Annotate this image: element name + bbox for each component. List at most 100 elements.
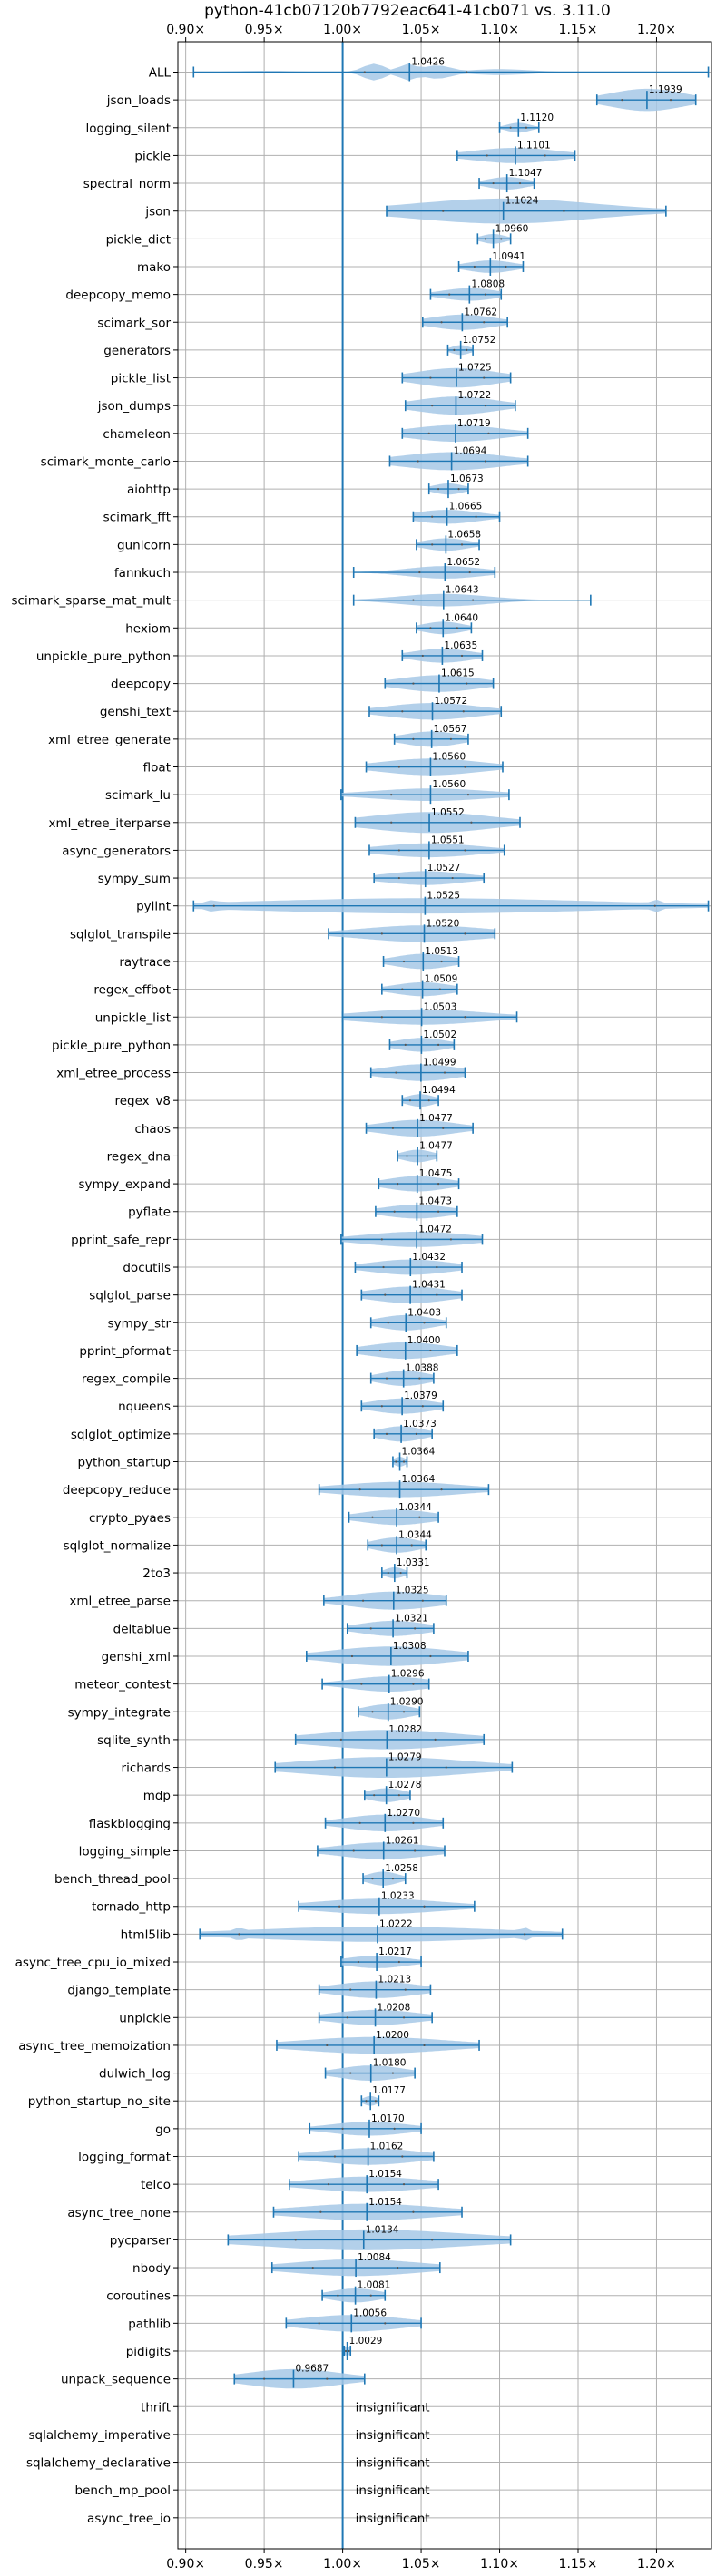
benchmark-label: 2to3 [142, 1566, 171, 1581]
axes [173, 37, 712, 2553]
benchmark-label: docutils [123, 1261, 171, 1275]
benchmark-label: pickle_dict [106, 232, 171, 247]
violin-q3-dot [457, 488, 460, 491]
value-label: 1.0154 [368, 2169, 402, 2180]
x-tick-label-bottom: 1.15× [559, 2557, 598, 2571]
violin-q1-dot [384, 1293, 387, 1296]
violin-q1-dot [338, 1905, 341, 1908]
value-label: 1.0290 [390, 1696, 424, 1707]
value-label: 1.0513 [425, 946, 458, 957]
benchmark-label: fannkuch [114, 566, 171, 581]
violin-q3-dot [500, 238, 503, 240]
violin-q3-dot [442, 1127, 445, 1129]
value-label: 1.0473 [418, 1196, 452, 1207]
violin-q1-dot [402, 960, 406, 963]
value-label: 1.0261 [386, 1835, 419, 1846]
violin-q3-dot [524, 1933, 526, 1936]
violin-q3-dot [466, 71, 468, 73]
violin-q1-dot [486, 154, 488, 157]
violin-q3-dot [426, 1155, 429, 1157]
benchmark-label: nqueens [118, 1400, 171, 1414]
benchmark-label: scimark_sparse_mat_mult [12, 594, 171, 609]
benchmark-label: chameleon [103, 427, 171, 442]
violin-q1-dot [393, 1210, 396, 1213]
benchmark-label: sqlglot_normalize [64, 1538, 171, 1553]
violin-q1-dot [363, 71, 366, 73]
value-label: 1.0673 [450, 473, 484, 484]
benchmark-label: genshi_xml [102, 1650, 171, 1664]
value-label: 1.0200 [376, 2030, 409, 2041]
benchmark-label: scimark_monte_carlo [41, 454, 171, 469]
violin-q1-dot [401, 988, 404, 990]
violin-q3-dot [544, 154, 546, 157]
x-tick-label-top: 1.15× [559, 23, 598, 37]
violin-q3-dot [464, 766, 466, 768]
value-label: 1.1047 [509, 168, 543, 179]
violin-q3-dot [397, 1794, 400, 1797]
benchmark-label: raytrace [119, 955, 171, 970]
value-label: 1.0520 [427, 918, 460, 929]
violin-q1-dot [417, 460, 419, 463]
value-label: 1.0808 [471, 279, 505, 290]
benchmark-label: logging_simple [79, 1844, 171, 1859]
benchmark-label: regex_dna [107, 1149, 171, 1164]
value-label: 1.0635 [444, 640, 477, 651]
violin-q3-dot [412, 2210, 415, 2213]
benchmark-label: sympy_integrate [68, 1705, 171, 1720]
violin-q1-dot [440, 321, 443, 324]
violin-q1-dot [406, 1155, 408, 1157]
benchmark-label: coroutines [106, 2289, 171, 2304]
violin-q1-dot [492, 181, 495, 185]
violin-q3-dot [475, 515, 477, 518]
violin-q3-dot [437, 1183, 440, 1186]
value-label: 1.0213 [378, 1975, 411, 1986]
value-label: 1.0477 [419, 1140, 453, 1151]
violin-q1-dot [371, 1711, 374, 1713]
violin-q1-dot [390, 821, 393, 824]
violin-q1-dot [437, 488, 440, 491]
violin-q3-dot [393, 2127, 396, 2130]
violin-q3-dot [460, 543, 464, 546]
value-label: 1.0499 [423, 1058, 456, 1068]
violin-q3-dot [374, 2100, 378, 2103]
violin-q1-dot [337, 2294, 339, 2297]
violin-q1-dot [319, 2210, 322, 2213]
violin-q1-dot [442, 210, 445, 212]
benchmark-label: sqlite_synth [97, 1733, 171, 1748]
benchmark-label: unpack_sequence [61, 2373, 171, 2387]
violin-q3-dot [563, 210, 565, 212]
benchmark-label: telco [141, 2178, 171, 2192]
violin-q1-dot [385, 1377, 388, 1380]
violin-q1-dot [387, 1322, 389, 1324]
insignificant-label: insignificant [356, 2400, 430, 2415]
value-label: 1.1939 [649, 84, 682, 95]
value-label: 1.0154 [368, 2197, 402, 2208]
value-label: 1.0134 [366, 2224, 399, 2235]
value-label: 1.0560 [432, 779, 466, 790]
violin-q3-dot [397, 2266, 399, 2269]
violin-q3-dot [421, 1599, 424, 1602]
violin-q3-dot [384, 2322, 387, 2325]
value-label: 1.0279 [388, 1752, 422, 1763]
violin-q3-dot [445, 1766, 447, 1769]
value-label: 1.0364 [402, 1447, 436, 1458]
benchmark-label: generators [103, 344, 171, 358]
violin-q1-dot [431, 405, 434, 407]
value-label: 1.0056 [353, 2308, 387, 2318]
violin-q1-dot [352, 1849, 355, 1852]
benchmark-label: float [143, 761, 171, 776]
x-tick-label-top: 1.00× [323, 23, 362, 37]
benchmark-label: crypto_pyaes [89, 1511, 171, 1526]
violin-q1-dot [429, 376, 432, 379]
violin-q3-dot [326, 2377, 329, 2380]
violin-q3-dot [487, 432, 490, 434]
violin-q1-dot [484, 238, 487, 240]
violin-q3-dot [415, 1432, 417, 1435]
benchmark-label: flaskblogging [89, 1817, 171, 1831]
violin-q3-dot [466, 682, 468, 685]
benchmark-label: sympy_sum [98, 872, 171, 886]
violin-q1-dot [357, 1960, 359, 1964]
violin-q1-dot [263, 2377, 266, 2380]
violin-q1-dot [429, 627, 432, 629]
